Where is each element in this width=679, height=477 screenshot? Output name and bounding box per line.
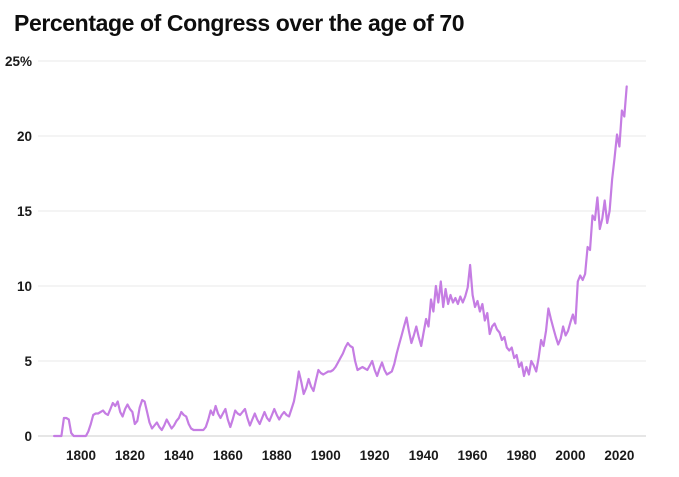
y-axis-tick-label: 25% <box>5 54 32 69</box>
x-axis-tick-label: 1900 <box>311 448 341 463</box>
x-axis-tick-label: 1880 <box>262 448 292 463</box>
x-axis-tick-label: 1980 <box>506 448 536 463</box>
x-axis-tick-label: 1960 <box>458 448 488 463</box>
x-axis-tick-label: 1860 <box>213 448 243 463</box>
chart-title: Percentage of Congress over the age of 7… <box>14 10 465 36</box>
data-line-percent-over-70 <box>52 85 628 438</box>
x-axis-tick-label: 2000 <box>555 448 585 463</box>
y-axis-tick-label: 0 <box>24 429 32 444</box>
y-axis-tick-label: 20 <box>17 129 32 144</box>
x-axis-tick-label: 1800 <box>66 448 96 463</box>
y-axis-tick-label: 5 <box>24 354 32 369</box>
x-axis-tick-label: 1920 <box>360 448 390 463</box>
y-axis-tick-label: 10 <box>17 279 32 294</box>
y-axis-tick-label: 15 <box>17 204 33 219</box>
x-axis-tick-label: 2020 <box>604 448 634 463</box>
x-axis-tick-label: 1840 <box>164 448 194 463</box>
x-axis-tick-label: 1940 <box>409 448 439 463</box>
x-axis-tick-label: 1820 <box>115 448 145 463</box>
